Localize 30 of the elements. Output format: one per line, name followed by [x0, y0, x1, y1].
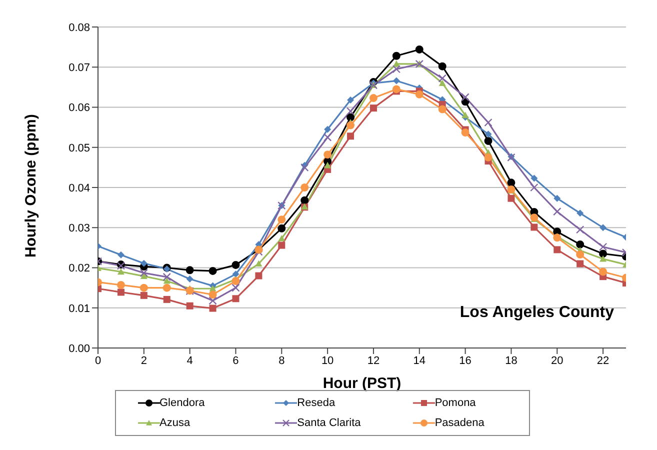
- legend-label: Santa Clarita: [297, 417, 361, 429]
- y-tick-label: 0.01: [68, 302, 90, 315]
- y-tick-label: 0.04: [68, 182, 90, 194]
- legend-label: Azusa: [160, 417, 190, 429]
- x-tick-label: 2: [140, 354, 147, 367]
- x-tick-label: 8: [278, 354, 285, 367]
- x-tick-label: 22: [596, 354, 610, 367]
- x-tick-label: 18: [505, 354, 518, 367]
- legend-label: Pasadena: [434, 417, 484, 429]
- x-tick-label: 14: [413, 354, 426, 367]
- x-tick-label: 16: [459, 354, 472, 367]
- x-axis-title: Hour (PST): [322, 375, 402, 392]
- legend-label: Glendora: [160, 397, 205, 409]
- x-tick-label: 4: [186, 354, 193, 367]
- y-tick-label: 0.07: [68, 62, 90, 74]
- y-tick-label: 0.05: [68, 142, 90, 154]
- x-tick-label: 0: [94, 354, 102, 367]
- annotation: Los Angeles County: [460, 304, 614, 322]
- legend-label: Pomona: [434, 397, 476, 409]
- y-tick-label: 0.06: [68, 102, 90, 114]
- x-tick-label: 10: [321, 354, 334, 367]
- x-tick-label: 6: [232, 354, 239, 367]
- x-tick-label: 12: [367, 354, 380, 367]
- y-axis-title: Hourly Ozone (ppm): [22, 114, 40, 258]
- y-tick-label: 0.00: [68, 342, 90, 355]
- legend-label: Reseda: [297, 397, 336, 409]
- x-tick-label: 20: [551, 354, 564, 367]
- y-tick-label: 0.08: [68, 22, 90, 34]
- y-tick-label: 0.03: [68, 222, 90, 235]
- y-tick-label: 0.02: [68, 262, 90, 275]
